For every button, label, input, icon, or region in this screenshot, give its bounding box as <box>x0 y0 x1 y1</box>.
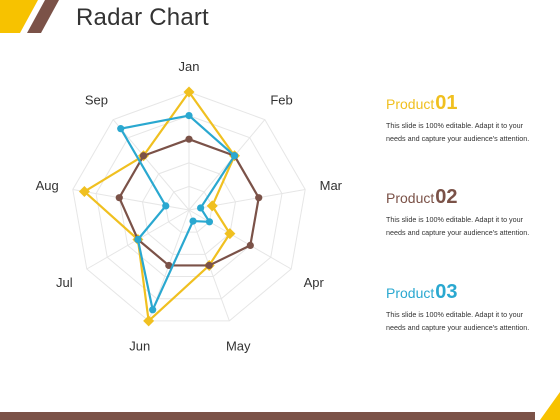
point-mar <box>206 200 218 212</box>
series-product-03 <box>117 112 239 314</box>
point-mar <box>197 204 205 212</box>
point-aug <box>78 186 90 198</box>
point-jun <box>165 261 173 270</box>
product-01-name: Product <box>386 96 435 112</box>
axis-label-may: May <box>226 338 251 353</box>
point-mar <box>255 194 263 202</box>
grid-ring-5 <box>72 91 306 322</box>
axis-label-jan: Jan <box>179 59 200 74</box>
axis-label-apr: Apr <box>304 275 325 290</box>
product-03-block: Product03 This slide is 100% editable. A… <box>386 281 556 334</box>
point-apr <box>224 228 236 240</box>
series-line <box>118 138 260 267</box>
point-apr <box>205 218 214 226</box>
point-sep <box>139 152 148 160</box>
product-01-block: Product01 This slide is 100% editable. A… <box>386 92 556 145</box>
point-aug <box>162 202 170 210</box>
axis-label-mar: Mar <box>320 178 343 193</box>
radar-series <box>78 86 263 327</box>
point-jan <box>185 135 193 143</box>
product-01-desc-line1: This slide is 100% editable. Adapt it to… <box>386 121 524 130</box>
axis-label-aug: Aug <box>36 178 59 193</box>
product-02-desc-line2: needs and capture your audience's attent… <box>386 228 530 237</box>
grid-ring-4 <box>95 115 283 300</box>
grid-spoke-aug <box>72 189 190 211</box>
product-02-name: Product <box>386 190 435 206</box>
grid-ring-2 <box>141 162 237 255</box>
radar-grid <box>72 91 306 322</box>
point-sep <box>117 125 125 133</box>
point-aug <box>115 194 123 202</box>
product-02-number: 02 <box>435 186 458 208</box>
point-jul <box>134 235 142 244</box>
point-apr <box>246 241 254 249</box>
product-03-desc-line2: needs and capture your audience's attent… <box>386 323 530 332</box>
product-01-desc-line2: needs and capture your audience's attent… <box>386 134 530 143</box>
grid-spoke-feb <box>188 119 266 211</box>
axis-label-jul: Jul <box>56 275 73 290</box>
axis-label-feb: Feb <box>270 93 292 108</box>
radar-category-labels: Jan Feb Mar Apr May Jun Jul Aug Sep <box>36 59 343 353</box>
product-03-number: 03 <box>435 281 458 303</box>
product-02-block: Product02 This slide is 100% editable. A… <box>386 186 556 239</box>
series-line <box>119 114 236 311</box>
series-line <box>83 90 236 322</box>
point-may <box>205 261 213 270</box>
product-01-number: 01 <box>435 92 458 114</box>
grid-spoke-apr <box>188 209 292 270</box>
grid-spoke-sep <box>112 119 190 211</box>
point-may <box>189 217 197 225</box>
page-title: Radar Chart <box>76 4 209 31</box>
product-03-desc-line1: This slide is 100% editable. Adapt it to… <box>386 310 524 319</box>
product-03-name: Product <box>386 285 435 301</box>
point-jun <box>143 315 155 327</box>
point-jun <box>149 306 157 314</box>
axis-label-jun: Jun <box>129 338 150 353</box>
point-jan <box>183 86 195 98</box>
point-feb <box>230 152 239 160</box>
point-jan <box>185 112 193 120</box>
axis-label-sep: Sep <box>85 93 108 108</box>
product-02-desc-line1: This slide is 100% editable. Adapt it to… <box>386 215 524 224</box>
